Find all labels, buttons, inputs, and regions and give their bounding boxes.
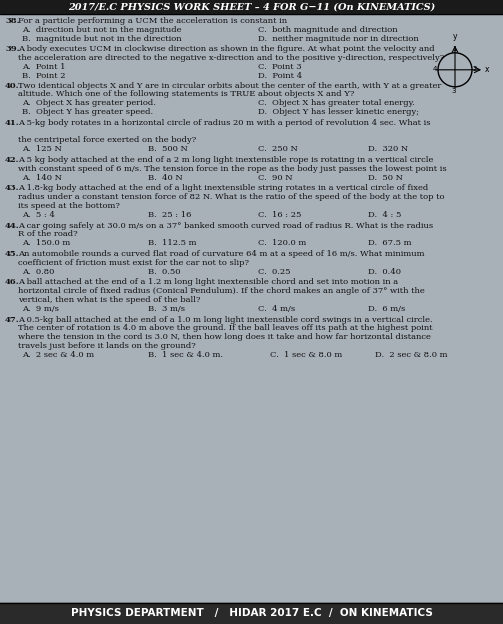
Text: R of the road?: R of the road?: [18, 230, 77, 238]
Text: Two identical objects X and Y are in circular orbits about the center of the ear: Two identical objects X and Y are in cir…: [18, 82, 441, 90]
Text: 3: 3: [452, 88, 456, 94]
Text: the acceleration are directed to the negative x-direction and to the positive y-: the acceleration are directed to the neg…: [18, 54, 444, 62]
Text: D.  0.40: D. 0.40: [368, 268, 401, 276]
Text: D.  Point 4: D. Point 4: [258, 72, 302, 80]
Text: with constant speed of 6 m/s. The tension force in the rope as the body just pas: with constant speed of 6 m/s. The tensio…: [18, 165, 447, 173]
Text: D.  67.5 m: D. 67.5 m: [368, 239, 411, 247]
Text: A.  5 : 4: A. 5 : 4: [22, 211, 55, 219]
Text: B.  500 N: B. 500 N: [148, 145, 188, 154]
Text: 1: 1: [452, 46, 456, 52]
Text: B.  0.50: B. 0.50: [148, 268, 181, 276]
Bar: [0, 0, 503, 14]
Text: D.  320 N: D. 320 N: [368, 145, 408, 154]
Text: radius under a constant tension force of 82 N. What is the ratio of the speed of: radius under a constant tension force of…: [18, 193, 445, 201]
Text: A.  direction but not in the magnitude: A. direction but not in the magnitude: [22, 26, 182, 34]
Text: A 5 kg body attached at the end of a 2 m long light inextensible rope is rotatin: A 5 kg body attached at the end of a 2 m…: [18, 156, 434, 164]
Text: B.  112.5 m: B. 112.5 m: [148, 239, 197, 247]
Text: B.  3 m/s: B. 3 m/s: [148, 305, 185, 313]
Text: A.  150.0 m: A. 150.0 m: [22, 239, 70, 247]
Text: A.  Point 1: A. Point 1: [22, 63, 65, 71]
Text: where the tension in the cord is 3.0 N, then how long does it take and how far h: where the tension in the cord is 3.0 N, …: [18, 333, 431, 341]
Text: C.  Object X has greater total energy.: C. Object X has greater total energy.: [258, 99, 415, 107]
Text: 39.: 39.: [5, 46, 20, 54]
Text: The center of rotation is 4.0 m above the ground. If the ball leaves off its pat: The center of rotation is 4.0 m above th…: [18, 324, 433, 333]
Text: A.  2 sec & 4.0 m: A. 2 sec & 4.0 m: [22, 351, 94, 359]
Text: A ball attached at the end of a 1.2 m long light inextensible chord and set into: A ball attached at the end of a 1.2 m lo…: [18, 278, 398, 286]
Text: D.  neither magnitude nor in direction: D. neither magnitude nor in direction: [258, 34, 419, 42]
Text: 46.: 46.: [5, 278, 20, 286]
Bar: [0, 603, 503, 624]
Text: C.  1 sec & 8.0 m: C. 1 sec & 8.0 m: [270, 351, 342, 359]
Text: 42.: 42.: [5, 156, 20, 164]
Text: horizontal circle of fixed radius (Conical Pendulum). If the chord makes an angl: horizontal circle of fixed radius (Conic…: [18, 287, 425, 295]
Text: PHYSICS DEPARTMENT   /   HIDAR 2017 E.C  /  ON KINEMATICS: PHYSICS DEPARTMENT / HIDAR 2017 E.C / ON…: [70, 608, 433, 618]
Text: An automobile rounds a curved flat road of curvature 64 m at a speed of 16 m/s. : An automobile rounds a curved flat road …: [18, 250, 425, 258]
Text: 2: 2: [473, 66, 477, 72]
Text: C.  16 : 25: C. 16 : 25: [258, 211, 301, 219]
Text: vertical, then what is the speed of the ball?: vertical, then what is the speed of the …: [18, 296, 201, 304]
Text: y: y: [453, 32, 457, 41]
Text: 41.: 41.: [5, 119, 20, 127]
Text: D.  4 : 5: D. 4 : 5: [368, 211, 401, 219]
Text: For a particle performing a UCM the acceleration is constant in: For a particle performing a UCM the acce…: [18, 17, 287, 25]
Text: 44.: 44.: [5, 222, 20, 230]
Text: altitude. Which one of the following statements is TRUE about objects X and Y?: altitude. Which one of the following sta…: [18, 90, 355, 99]
Text: D.  6 m/s: D. 6 m/s: [368, 305, 405, 313]
Text: 47.: 47.: [5, 316, 20, 324]
Text: C.  90 N: C. 90 N: [258, 173, 293, 182]
Text: the centripetal force exerted on the body?: the centripetal force exerted on the bod…: [18, 137, 196, 144]
Text: B.  1 sec & 4.0 m.: B. 1 sec & 4.0 m.: [148, 351, 223, 359]
Text: A.  9 m/s: A. 9 m/s: [22, 305, 59, 313]
Text: C.  Point 3: C. Point 3: [258, 63, 302, 71]
Text: 38.: 38.: [5, 17, 20, 25]
Text: x: x: [485, 66, 489, 74]
Text: C.  120.0 m: C. 120.0 m: [258, 239, 306, 247]
Text: travels just before it lands on the ground?: travels just before it lands on the grou…: [18, 342, 196, 350]
Text: C.  both magnitude and direction: C. both magnitude and direction: [258, 26, 398, 34]
Text: 2017/E.C PHYSICS WORK SHEET – 4 FOR G−11 (On KINEMATICS): 2017/E.C PHYSICS WORK SHEET – 4 FOR G−11…: [68, 2, 435, 11]
Text: B.  magnitude but not in the direction: B. magnitude but not in the direction: [22, 34, 182, 42]
Text: C.  250 N: C. 250 N: [258, 145, 298, 154]
Text: A.  0.80: A. 0.80: [22, 268, 54, 276]
Text: 40.: 40.: [5, 82, 20, 90]
Text: A 1.8-kg body attached at the end of a light inextensible string rotates in a ve: A 1.8-kg body attached at the end of a l…: [18, 185, 428, 192]
Text: D.  50 N: D. 50 N: [368, 173, 403, 182]
Text: D.  Object Y has lesser kinetic energy;: D. Object Y has lesser kinetic energy;: [258, 108, 419, 116]
Text: B.  25 : 16: B. 25 : 16: [148, 211, 191, 219]
Text: C.  0.25: C. 0.25: [258, 268, 291, 276]
Text: A.  Object X has greater period.: A. Object X has greater period.: [22, 99, 156, 107]
Text: A 5-kg body rotates in a horizontal circle of radius 20 m with a period of revol: A 5-kg body rotates in a horizontal circ…: [18, 119, 431, 127]
Text: D.  2 sec & 8.0 m: D. 2 sec & 8.0 m: [375, 351, 448, 359]
Text: 43.: 43.: [5, 185, 20, 192]
Text: coefficient of friction must exist for the car not to slip?: coefficient of friction must exist for t…: [18, 259, 249, 267]
Text: its speed at the bottom?: its speed at the bottom?: [18, 202, 120, 210]
Text: A body executes UCM in clockwise direction as shown in the figure. At what point: A body executes UCM in clockwise directi…: [18, 46, 435, 54]
Text: B.  Object Y has greater speed.: B. Object Y has greater speed.: [22, 108, 153, 116]
Text: A.  140 N: A. 140 N: [22, 173, 62, 182]
Text: A.  125 N: A. 125 N: [22, 145, 62, 154]
Text: B.  Point 2: B. Point 2: [22, 72, 65, 80]
Text: A car going safely at 30.0 m/s on a 37° banked smooth curved road of radius R. W: A car going safely at 30.0 m/s on a 37° …: [18, 222, 433, 230]
Text: B.  40 N: B. 40 N: [148, 173, 183, 182]
Text: 45.: 45.: [5, 250, 20, 258]
Text: A 0.5-kg ball attached at the end of a 1.0 m long light inextensible cord swings: A 0.5-kg ball attached at the end of a 1…: [18, 316, 433, 324]
Text: C.  4 m/s: C. 4 m/s: [258, 305, 295, 313]
Text: 4: 4: [433, 66, 437, 72]
